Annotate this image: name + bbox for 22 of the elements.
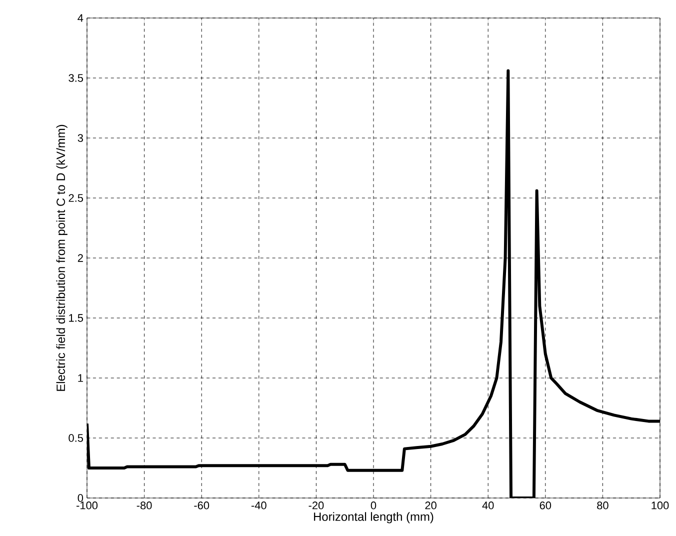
x-tick-label: 40 [482,502,494,510]
y-tick-label: 1.5 [69,314,84,322]
x-axis-title: Horizontal length (mm) [314,512,434,524]
y-tick-label: 2 [78,254,83,262]
y-tick-label: 0.5 [68,434,84,442]
x-tick-label: -20 [308,502,324,510]
y-tick-label: 0 [78,494,84,502]
y-tick-label: 2.5 [68,194,84,202]
x-tick-label: -60 [194,502,210,510]
x-tick-label: -80 [136,502,152,510]
x-tick-label: -40 [251,502,266,510]
x-tick-label: 80 [597,502,608,510]
x-tick-label: 100 [652,502,669,510]
x-tick-label: -100 [76,502,98,510]
y-tick-label: 1 [78,374,83,382]
x-tick-label: 20 [425,502,436,510]
y-tick-label: 4 [78,14,84,22]
x-tick-label: 0 [370,502,376,510]
y-tick-label: 3 [78,134,83,142]
y-tick-label: 3.5 [68,74,84,82]
y-axis-title: Electric field distribution from point C to D (kV/mm) [56,124,68,391]
x-tick-label: 60 [540,502,552,510]
